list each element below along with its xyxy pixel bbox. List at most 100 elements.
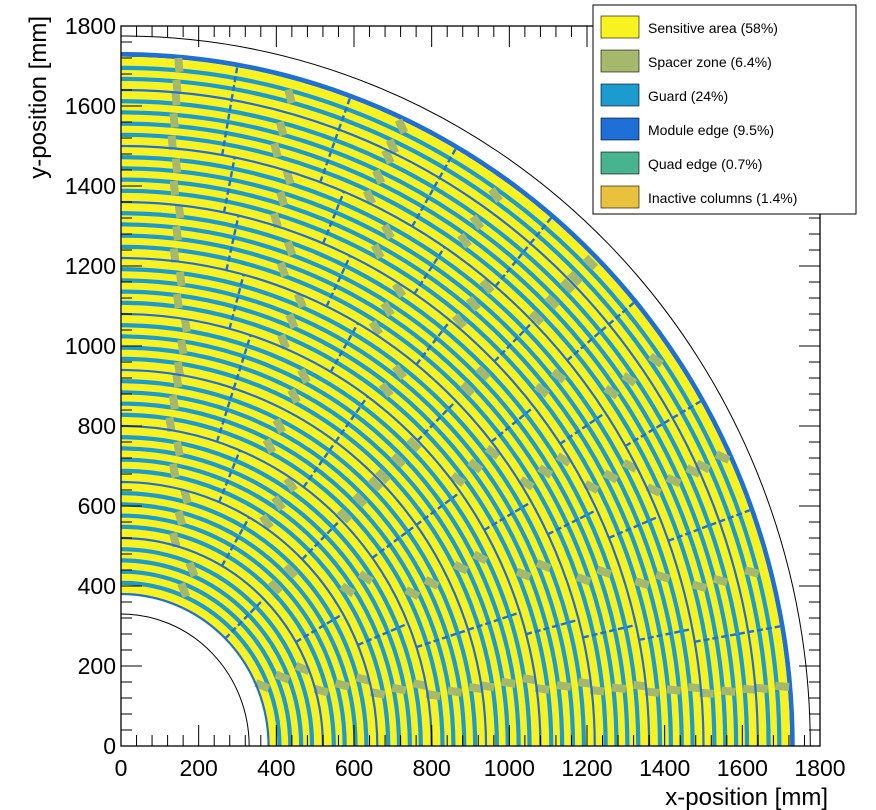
spacer-block — [550, 368, 567, 384]
module-edge-line — [467, 611, 521, 631]
module-edge-line — [228, 274, 245, 330]
spacer-block — [169, 113, 179, 128]
module-edge-line — [334, 395, 369, 443]
spacer-block — [537, 464, 554, 479]
module-edge-line — [494, 242, 532, 288]
reference-circles — [121, 35, 811, 746]
sensor-ring — [121, 90, 758, 746]
legend-label: Spacer zone (6.4%) — [648, 54, 772, 70]
ring-boundary — [121, 88, 759, 746]
spacer-block — [544, 294, 560, 310]
ring-boundary — [121, 480, 379, 746]
x-tick-label: 1200 — [561, 755, 612, 781]
spacer-block — [452, 560, 469, 575]
spacer-block — [334, 679, 351, 691]
module-edge-line — [624, 416, 674, 448]
inner-reference-circle — [121, 613, 250, 746]
spacer-block — [699, 688, 715, 698]
module-edge-line — [413, 246, 446, 295]
spacer-block — [567, 270, 583, 287]
y-tick-label: 1000 — [65, 333, 116, 359]
spacer-block — [528, 309, 545, 326]
module-edge-line — [337, 97, 351, 130]
spacer-block — [165, 416, 176, 432]
spacer-block — [274, 670, 291, 684]
guard-strip — [121, 132, 717, 746]
module-edge-line — [582, 623, 637, 639]
spacer-block — [381, 148, 395, 165]
module-edge-line — [215, 388, 235, 443]
spacer-block — [555, 452, 572, 467]
x-tick-label: 400 — [257, 755, 295, 781]
legend: Sensitive area (58%) Spacer zone (6.4%) Gu… — [592, 4, 857, 215]
x-tick-label: 1800 — [794, 755, 845, 781]
module-edge-line — [490, 405, 535, 443]
spacer-block — [276, 190, 289, 207]
module-edge-line — [547, 508, 598, 536]
spacer-block — [412, 679, 429, 690]
guard-strip — [121, 99, 750, 746]
module-edge-line — [415, 491, 462, 526]
spacer-block — [282, 563, 299, 579]
spacer-block — [404, 586, 421, 600]
spacer-block — [484, 444, 501, 460]
spacer-block — [168, 394, 179, 410]
spacer-block — [394, 118, 409, 135]
spacer-block — [450, 472, 467, 488]
module-edge-line — [224, 598, 265, 640]
module-edge-line — [321, 191, 346, 244]
sensor-ring — [121, 56, 791, 746]
spacer-block — [297, 368, 311, 385]
spacer-block — [644, 687, 660, 697]
legend-label: Sensitive area (58%) — [648, 20, 778, 36]
guard-strip — [121, 356, 500, 746]
spacer-block — [180, 317, 191, 333]
spacer-block — [368, 320, 384, 337]
sensor-ring — [121, 314, 541, 746]
spacer-block — [479, 278, 495, 295]
spacer-block — [425, 690, 441, 701]
outer-reference-circle — [121, 35, 811, 746]
module-edge-line — [694, 630, 749, 643]
guard-strip — [121, 65, 782, 746]
sensitive-area — [121, 90, 758, 746]
spacer-block — [695, 459, 712, 474]
spacer-block — [687, 683, 703, 693]
spacer-block — [685, 464, 702, 478]
guard-strip — [121, 491, 369, 746]
guard-strip — [121, 233, 619, 746]
guard-strip — [121, 401, 456, 746]
spacer-block — [172, 372, 183, 388]
x-axis-title: x-position [mm] — [665, 784, 828, 810]
spacer-block — [177, 339, 188, 355]
module-edge-line — [608, 515, 660, 539]
module-edge-line — [525, 618, 579, 636]
module-edge-line — [747, 625, 781, 634]
spacer-block — [283, 476, 298, 493]
module-edge-line — [566, 323, 610, 362]
module-edge-line — [415, 319, 452, 366]
spacer-block — [173, 440, 184, 457]
guard-strip — [121, 211, 641, 746]
module-edge-line — [411, 177, 441, 227]
x-tick-label: 1000 — [484, 755, 535, 781]
spacer-block — [721, 686, 736, 696]
spacer-block — [582, 254, 599, 271]
spacer-block — [714, 450, 731, 464]
guard-strip — [121, 278, 576, 746]
spacer-block — [712, 574, 729, 587]
guard-strip — [121, 547, 315, 746]
spacer-block — [518, 476, 535, 491]
spacer-block — [535, 559, 552, 573]
spacer-block — [423, 576, 440, 590]
spacer-block — [390, 452, 407, 469]
spacer-block — [385, 138, 400, 155]
sensor-ring — [121, 482, 378, 746]
guard-strip — [121, 345, 510, 746]
spacer-block — [611, 683, 627, 693]
spacer-block — [357, 570, 374, 585]
spacer-block — [621, 372, 638, 387]
spacer-block — [451, 313, 468, 330]
module-edge-line — [671, 400, 702, 420]
